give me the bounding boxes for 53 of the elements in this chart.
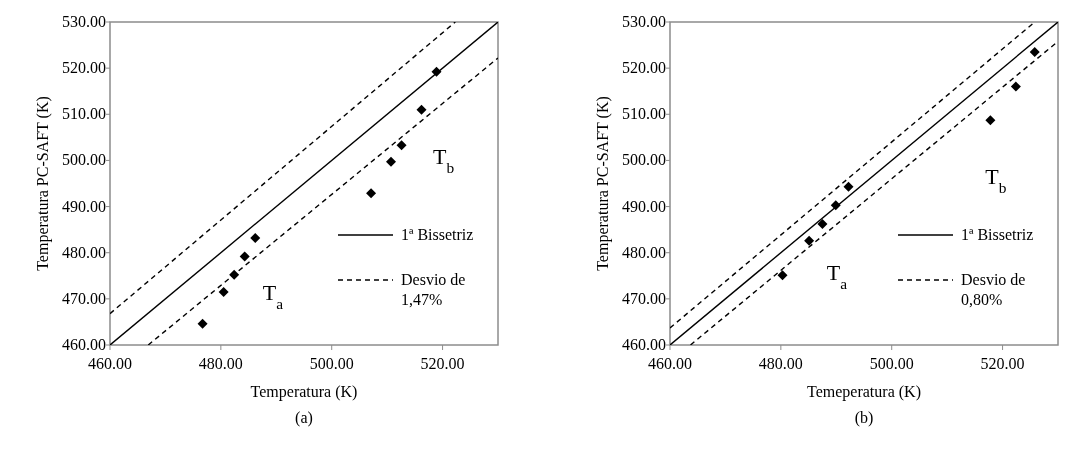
y-tick-label: 530.00 — [622, 13, 666, 30]
y-tick-label: 510.00 — [62, 105, 106, 123]
point — [1010, 81, 1021, 92]
x-axis-title: Temeperatura (K) — [807, 383, 921, 401]
point — [416, 104, 427, 115]
point — [197, 318, 208, 329]
y-tick-label: 510.00 — [622, 105, 666, 123]
y-axis-title: Temperatura PC-SAFT (K) — [34, 96, 52, 271]
y-tick-label: 490.00 — [622, 197, 666, 215]
y-tick-label: 500.00 — [62, 151, 106, 169]
y-tick-label: 530.00 — [62, 13, 106, 30]
point — [250, 232, 261, 243]
x-tick-label: 500.00 — [309, 355, 354, 372]
annotation: T$_{a}$ — [262, 279, 284, 312]
x-tick-label: 520.00 — [420, 355, 465, 372]
point — [386, 156, 397, 167]
annotation: T$_{b}$ — [433, 144, 455, 176]
point — [843, 181, 854, 192]
text: (b) — [854, 409, 874, 427]
legend-label: Desvio de 0,80% — [961, 271, 1026, 308]
legend-label: 1ª Bissetriz — [961, 226, 1034, 243]
y-tick-label: 520.00 — [62, 59, 106, 77]
y-tick-label: 480.00 — [622, 243, 666, 261]
point — [777, 270, 788, 281]
x-tick-label: 460.00 — [648, 355, 692, 372]
y-tick-label: 470.00 — [62, 289, 106, 307]
y-tick-label: 500.00 — [622, 151, 666, 169]
y-tick-label: 460.00 — [62, 336, 106, 353]
y-tick-label: 490.00 — [62, 197, 106, 215]
legend-label: Desvio de 1,47% — [401, 271, 466, 308]
point — [239, 251, 250, 262]
x-axis-title: Temperatura (K) — [250, 383, 358, 401]
y-tick-label: 470.00 — [622, 289, 666, 307]
point — [1029, 46, 1040, 57]
text: (a) — [295, 409, 313, 427]
x-tick-label: 480.00 — [198, 355, 243, 372]
annotation: T$_{a}$ — [826, 260, 848, 292]
x-tick-label: 460.00 — [88, 355, 132, 372]
annotation: T$_{b}$ — [985, 163, 1007, 195]
point — [396, 140, 407, 151]
point — [366, 188, 377, 199]
x-tick-label: 500.00 — [869, 355, 914, 372]
x-tick-label: 520.00 — [980, 355, 1025, 372]
y-tick-label: 520.00 — [622, 59, 666, 77]
x-tick-label: 480.00 — [758, 355, 803, 372]
point — [218, 286, 229, 297]
y-tick-label: 480.00 — [62, 243, 106, 261]
point — [804, 235, 815, 246]
legend-label: 1ª Bissetriz — [401, 226, 474, 243]
y-tick-label: 460.00 — [622, 336, 666, 353]
point — [985, 115, 996, 126]
point — [817, 219, 828, 230]
y-axis-title: Temperatura PC-SAFT (K) — [594, 96, 612, 271]
